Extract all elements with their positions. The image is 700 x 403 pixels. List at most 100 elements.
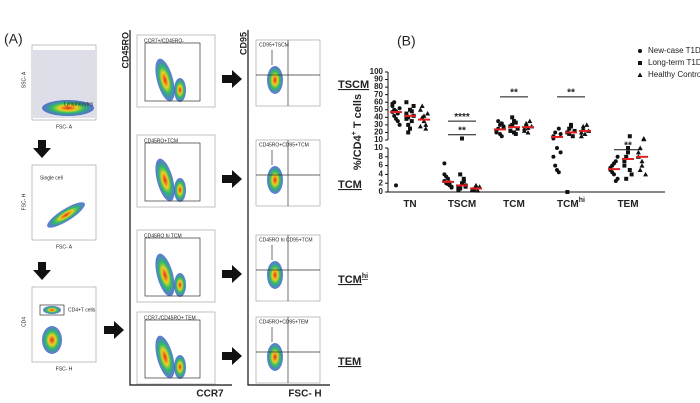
data-point — [553, 130, 558, 135]
axis-label: SSC- A — [21, 71, 27, 88]
data-point — [572, 128, 577, 133]
data-point — [622, 159, 627, 164]
y-tick-label: 90 — [374, 75, 383, 84]
data-point — [406, 122, 411, 127]
data-point — [460, 181, 464, 186]
data-point — [442, 161, 447, 166]
data-point — [498, 131, 502, 136]
data-point — [404, 111, 409, 116]
data-point — [417, 123, 423, 129]
density — [174, 273, 186, 297]
data-point — [635, 149, 641, 155]
data-point — [578, 129, 584, 135]
data-point — [627, 168, 632, 172]
data-point — [641, 136, 647, 142]
y-tick-label: 70 — [374, 90, 383, 99]
data-point — [639, 158, 645, 164]
y-tick-label: 30 — [374, 120, 383, 129]
data-point — [397, 106, 402, 111]
gate-label: CCR7+/CD45RO- — [144, 38, 184, 44]
data-point — [626, 150, 630, 155]
data-point — [582, 131, 588, 136]
data-point — [525, 129, 531, 135]
data-point — [622, 163, 627, 168]
data-point — [423, 122, 429, 127]
data-point — [419, 103, 425, 108]
row-label: TEM — [338, 356, 361, 368]
density — [267, 343, 283, 371]
gate-label: CD4+T cells — [68, 307, 96, 313]
y-tick-label: 6 — [379, 161, 384, 170]
data-point — [555, 146, 559, 150]
gating-plot: Single cell FSC- H FSC- A — [21, 164, 97, 250]
data-point — [409, 119, 414, 124]
data-point — [567, 126, 572, 131]
axis-label: FSC- A — [56, 124, 73, 130]
gating-plot: Lymphocytes SSC- A FSC- A — [21, 44, 97, 130]
data-point — [578, 133, 584, 139]
density — [155, 335, 175, 379]
data-point — [417, 107, 423, 112]
gate-label: CCR7-/CD45RO+ TEM — [144, 315, 196, 321]
x-tick-label: TSCM — [448, 199, 476, 210]
y-tick-label: 8 — [379, 152, 384, 161]
data-point — [406, 130, 411, 135]
data-point — [523, 120, 529, 126]
data-point — [521, 126, 527, 131]
data-point — [610, 170, 615, 175]
gate-label: CD45RO hi CD95+TCM — [259, 237, 313, 243]
data-point — [553, 163, 558, 168]
data-point — [613, 179, 618, 183]
x-tick-label-text: TEM — [617, 199, 638, 210]
data-point — [392, 113, 397, 118]
y-tick-label: 4 — [379, 170, 384, 179]
arrow — [222, 170, 242, 188]
y-tick-label: 60 — [374, 97, 383, 106]
density — [174, 178, 186, 202]
data-point — [425, 111, 431, 116]
data-point — [615, 154, 620, 159]
axis-label: CD4 — [21, 317, 27, 327]
panel-label: (A) — [4, 31, 23, 47]
x-tick-label: TEM — [617, 199, 638, 210]
data-point — [458, 172, 463, 177]
row-label-text: TCM — [338, 179, 362, 191]
gate-label: CD95+TSCM — [259, 42, 289, 48]
significance-label: **** — [454, 112, 470, 123]
axis-label: FSC- A — [56, 244, 73, 250]
data-point — [404, 100, 409, 105]
data-point — [456, 187, 461, 192]
density — [174, 78, 186, 102]
y-tick-label: 40 — [374, 112, 383, 121]
data-point — [423, 126, 429, 131]
legend-label: New-case T1D — [648, 46, 700, 55]
density — [155, 58, 175, 102]
data-point — [515, 126, 520, 131]
legend-marker — [637, 72, 643, 77]
data-point — [513, 120, 518, 125]
density — [155, 158, 175, 202]
gate-label: Single cell — [40, 175, 63, 181]
data-point — [580, 126, 586, 131]
arrow — [33, 262, 51, 280]
row-label: TSCM — [338, 79, 369, 91]
y-axis-label-part: + — [351, 131, 358, 135]
data-point — [411, 104, 416, 108]
gate — [144, 42, 201, 102]
data-point — [471, 187, 477, 193]
data-point — [558, 131, 563, 136]
gate-label: CD45RO+CD95+TCM — [259, 142, 309, 148]
axis-frame — [129, 30, 232, 386]
gate-label: CD45RO+TCM — [144, 138, 178, 144]
significance-label: ** — [510, 88, 518, 99]
data-point — [570, 134, 575, 139]
data-point — [556, 126, 561, 131]
data-point — [551, 154, 556, 159]
x-tick-label-sup: hi — [579, 197, 585, 204]
data-point — [567, 131, 572, 136]
x-tick-label-text: TN — [403, 199, 416, 210]
significance-label: ** — [567, 88, 575, 99]
x-tick-label-text: TSCM — [448, 199, 476, 210]
data-point — [463, 184, 468, 189]
data-point — [556, 170, 561, 175]
